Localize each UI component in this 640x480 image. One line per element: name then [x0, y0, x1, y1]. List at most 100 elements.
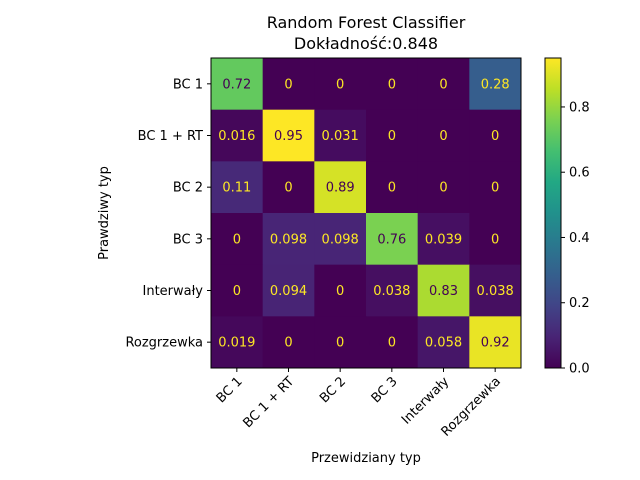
y-axis-label: Prawdziwy typ	[97, 166, 112, 260]
cell-value-label: 0	[491, 232, 499, 247]
heatmap-cell	[366, 58, 419, 111]
y-tick-label: BC 1	[173, 77, 203, 92]
y-tick-label: BC 2	[173, 181, 203, 196]
cell-value-label: 0.28	[481, 77, 510, 92]
chart-title: Random Forest Classifier	[267, 13, 466, 32]
heatmap-cell	[417, 213, 470, 266]
cell-value-label: 0.094	[270, 284, 307, 299]
cell-value-label: 0.098	[322, 232, 359, 247]
colorbar	[544, 57, 562, 369]
x-tick-label: BC 1	[214, 374, 246, 406]
heatmap-cell	[262, 58, 315, 111]
x-tick-label: BC 2	[317, 374, 349, 406]
cell-value-label: 0.098	[270, 232, 307, 247]
heatmap-cell	[211, 264, 264, 317]
cell-value-label: 0	[491, 129, 499, 144]
heatmap-cell	[417, 109, 470, 162]
cell-value-label: 0	[336, 284, 344, 299]
heatmap-cell	[417, 264, 470, 317]
heatmap-cell	[314, 316, 367, 369]
heatmap-cell	[469, 213, 522, 266]
heatmap-cell	[366, 213, 419, 266]
heatmap-cell	[211, 109, 264, 162]
cell-value-label: 0	[336, 336, 344, 351]
heatmap-cell	[211, 213, 264, 266]
heatmap-cell	[314, 264, 367, 317]
cell-value-label: 0.038	[477, 284, 514, 299]
y-tick-label: Rozgrzewka	[125, 336, 203, 351]
x-tick-label: BC 3	[369, 374, 401, 406]
heatmap-cell	[262, 161, 315, 214]
cell-value-label: 0.039	[425, 232, 462, 247]
heatmap-cell	[211, 58, 264, 111]
cell-value-label: 0	[388, 181, 396, 196]
y-tick-label: BC 3	[173, 232, 203, 247]
colorbar-tick-label: 0.2	[569, 296, 590, 311]
heatmap-cell	[314, 58, 367, 111]
x-tick-label: Interwały	[399, 374, 453, 428]
heatmap-cell	[262, 109, 315, 162]
y-tick-label: Interwały	[143, 284, 204, 299]
colorbar-tick-label: 0.6	[569, 166, 590, 181]
x-tick-label: BC 1 + RT	[241, 374, 298, 431]
heatmap-cell	[262, 316, 315, 369]
heatmap-frame	[210, 57, 522, 369]
heatmap-cell	[417, 58, 470, 111]
colorbar-ticks: 0.0 0.2 0.4 0.6 0.8	[561, 100, 590, 377]
heatmap-cell	[314, 213, 367, 266]
cell-value-label: 0	[439, 129, 447, 144]
heatmap-cell	[469, 264, 522, 317]
cell-value-label: 0.83	[429, 284, 458, 299]
cell-value-label: 0	[233, 284, 241, 299]
cell-value-label: 0	[284, 77, 292, 92]
heatmap-cell	[366, 161, 419, 214]
cell-value-label: 0	[491, 181, 499, 196]
heatmap-cell	[366, 109, 419, 162]
heatmap-cell	[469, 316, 522, 369]
heatmap-cell	[417, 316, 470, 369]
cell-value-label: 0.031	[322, 129, 359, 144]
cell-value-label: 0	[233, 232, 241, 247]
y-tick-label: BC 1 + RT	[138, 129, 203, 144]
cell-value-label: 0.72	[222, 77, 251, 92]
cell-value-label: 0.11	[222, 181, 251, 196]
cell-value-label: 0.95	[274, 129, 303, 144]
heatmap-cell-labels: 0.72 0 0 0 0 0.28 0.016 0.95 0.031 0 0 0 0.11 0 0.89 0 0…	[218, 77, 514, 350]
chart-subtitle: Dokładność:0.848	[294, 34, 438, 53]
cell-value-label: 0.92	[481, 336, 510, 351]
heatmap-cell	[314, 161, 367, 214]
cell-value-label: 0	[439, 181, 447, 196]
cell-value-label: 0	[388, 129, 396, 144]
y-axis-ticks: BC 1 BC 1 + RT BC 2 BC 3 Interwały Rozgrzewka	[125, 77, 211, 351]
heatmap-cell	[262, 213, 315, 266]
cell-value-label: 0	[439, 77, 447, 92]
cell-value-label: 0.019	[218, 336, 255, 351]
heatmap-cell	[469, 109, 522, 162]
cell-value-label: 0	[284, 181, 292, 196]
cell-value-label: 0.016	[218, 129, 255, 144]
heatmap-cell	[366, 264, 419, 317]
cell-value-label: 0.038	[373, 284, 410, 299]
heatmap-cell	[211, 316, 264, 369]
cell-value-label: 0	[388, 336, 396, 351]
cell-value-label: 0	[284, 336, 292, 351]
heatmap-cell	[417, 161, 470, 214]
heatmap-cell	[366, 316, 419, 369]
colorbar-tick-label: 0.8	[569, 100, 590, 115]
heatmap-cell	[211, 161, 264, 214]
cell-value-label: 0.058	[425, 336, 462, 351]
cell-value-label: 0	[388, 77, 396, 92]
heatmap-cell	[262, 264, 315, 317]
cell-value-label: 0.76	[377, 232, 406, 247]
colorbar-tick-label: 0.4	[569, 231, 590, 246]
x-axis-label: Przewidziany typ	[311, 451, 421, 466]
cell-value-label: 0.89	[326, 181, 355, 196]
heatmap-cells	[211, 58, 522, 369]
heatmap-cell	[469, 58, 522, 111]
colorbar-tick-label: 0.0	[569, 362, 590, 377]
cell-value-label: 0	[336, 77, 344, 92]
heatmap-cell	[314, 109, 367, 162]
heatmap-cell	[469, 161, 522, 214]
